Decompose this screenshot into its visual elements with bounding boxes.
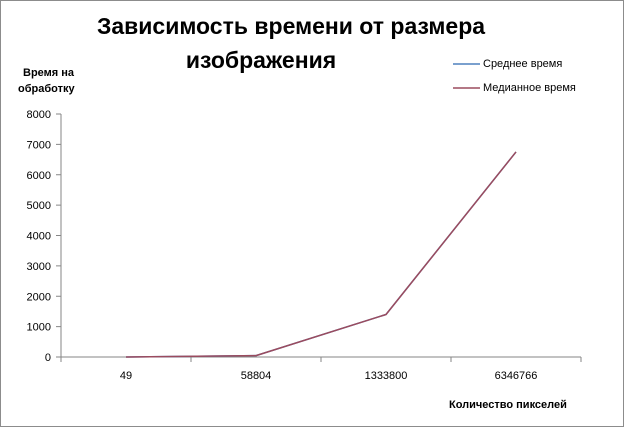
y-tick-label: 8000 [27, 109, 51, 121]
series-line-mean [125, 151, 517, 358]
chart-title-line-1: Зависимость времени от размера [96, 13, 486, 39]
y-tick-label: 1000 [27, 322, 51, 334]
legend-label-mean: Среднее время [483, 58, 563, 70]
legend-label-median: Медианное время [483, 82, 576, 94]
x-tick-label: 58804 [241, 370, 272, 382]
y-tick-label: 7000 [27, 139, 51, 151]
y-tick-label: 4000 [27, 231, 51, 243]
y-tick-label: 6000 [27, 170, 51, 182]
x-tick-label: 49 [120, 370, 132, 382]
y-tick-label: 2000 [27, 291, 51, 303]
x-tick-label: 1333800 [365, 370, 408, 382]
y-axis-label-line-2: обработку [18, 83, 75, 95]
y-tick-label: 3000 [27, 261, 51, 273]
x-axis-label: Количество пикселей [449, 399, 567, 411]
y-tick-label: 0 [45, 352, 51, 364]
x-tick-label: 6346766 [495, 370, 538, 382]
y-axis-label-line-1: Время на [23, 67, 75, 79]
series-line-median [125, 151, 517, 358]
chart-title-line-2: изображения [185, 47, 337, 73]
y-tick-label: 5000 [27, 200, 51, 212]
